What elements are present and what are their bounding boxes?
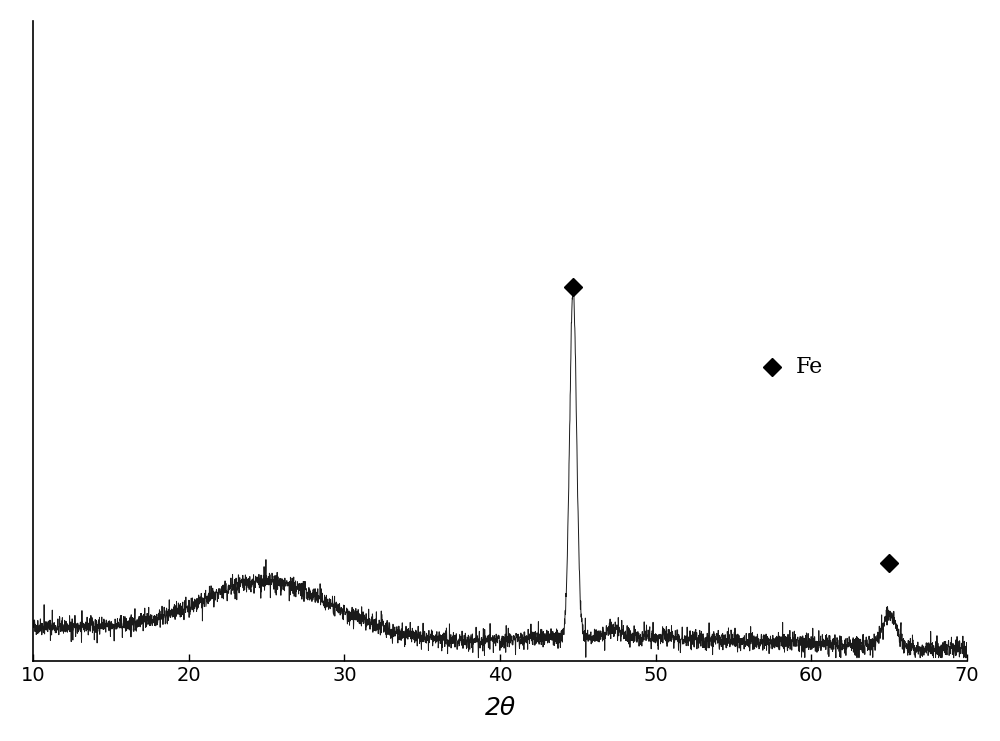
X-axis label: 2θ: 2θ	[484, 696, 516, 720]
Text: Fe: Fe	[796, 356, 823, 378]
